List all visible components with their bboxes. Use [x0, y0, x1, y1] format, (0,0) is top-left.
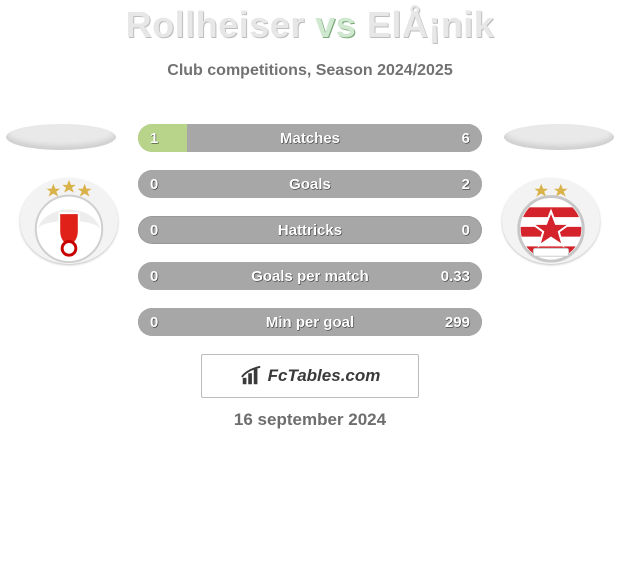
fctables-badge: FcTables.com	[201, 354, 419, 398]
comparison-card: Rollheiser vs ElÅ¡nik Club competitions,…	[0, 0, 620, 580]
stars-icon	[47, 180, 92, 197]
vs-text: vs	[315, 4, 356, 45]
stat-row: 16Matches	[138, 124, 482, 152]
stat-label: Matches	[138, 124, 482, 152]
country-flag-right	[504, 124, 614, 150]
subtitle: Club competitions, Season 2024/2025	[0, 62, 620, 80]
stat-row: 0299Min per goal	[138, 308, 482, 336]
stars-icon	[534, 184, 567, 197]
stats-container: 16Matches 02Goals 00Hattricks 00.33Goals pe…	[138, 124, 482, 354]
club-badge-left	[20, 178, 118, 264]
stat-label: Min per goal	[138, 308, 482, 336]
title: Rollheiser vs ElÅ¡nik	[0, 4, 620, 46]
stat-row: 00.33Goals per match	[138, 262, 482, 290]
stat-row: 00Hattricks	[138, 216, 482, 244]
stat-label: Goals per match	[138, 262, 482, 290]
stat-label: Hattricks	[138, 216, 482, 244]
date-text: 16 september 2024	[0, 410, 620, 430]
stat-row: 02Goals	[138, 170, 482, 198]
text-band-icon	[533, 248, 568, 256]
wheel-icon	[62, 242, 76, 256]
country-flag-left	[6, 124, 116, 150]
player2-name: ElÅ¡nik	[367, 4, 495, 45]
fctables-text: FcTables.com	[268, 366, 381, 386]
stat-label: Goals	[138, 170, 482, 198]
bar-chart-icon	[240, 365, 262, 387]
player1-name: Rollheiser	[126, 4, 305, 45]
club-badge-right	[502, 178, 600, 264]
